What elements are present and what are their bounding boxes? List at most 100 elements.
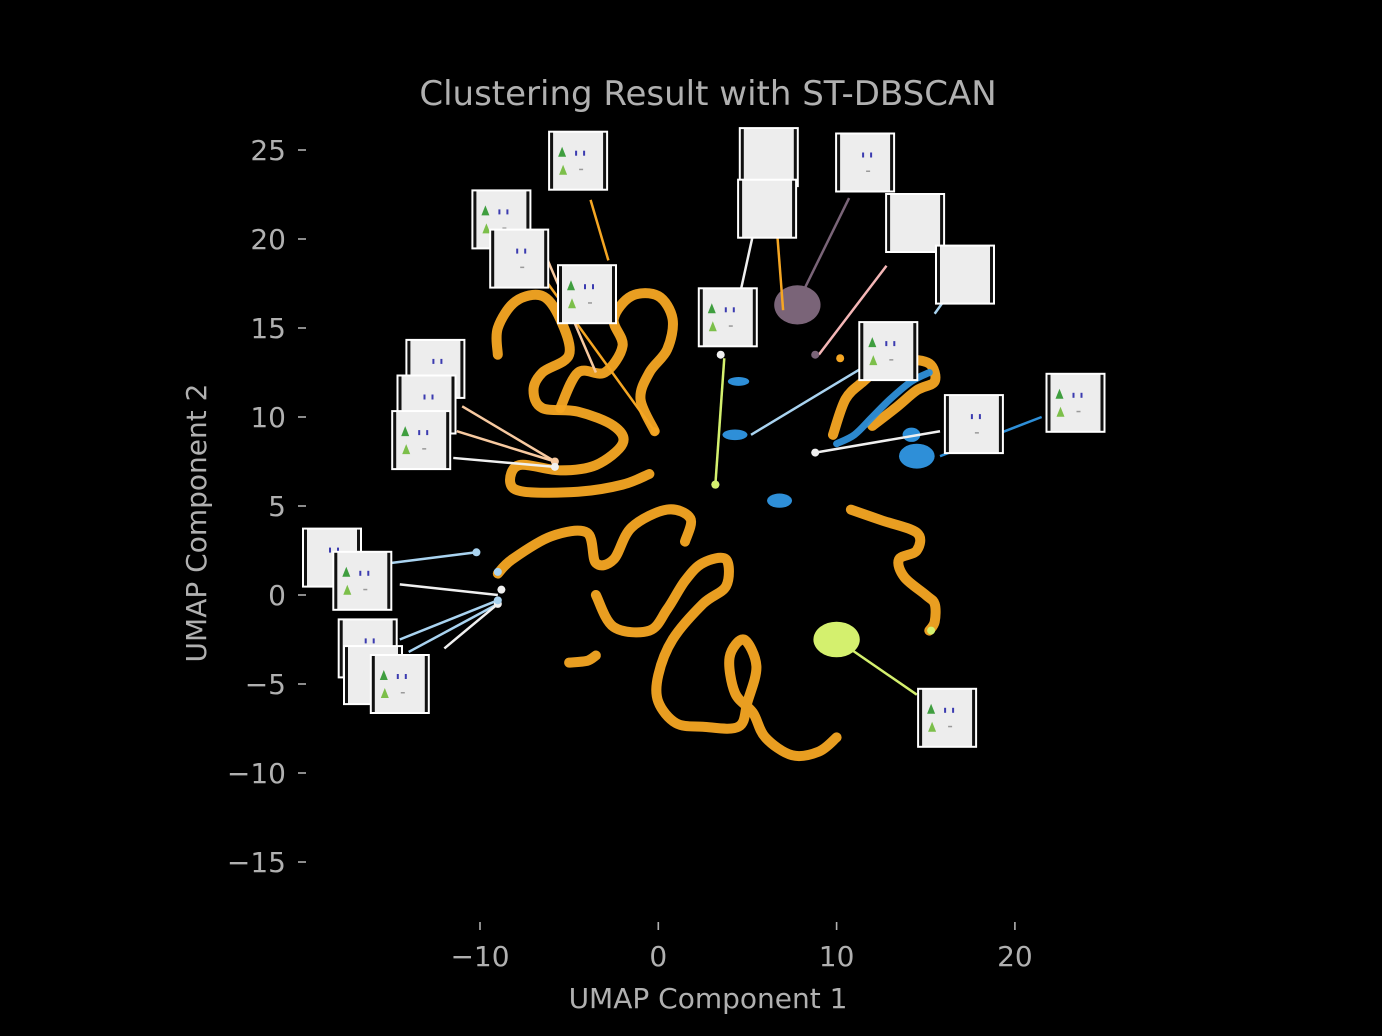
trees-cars-icon: [558, 146, 586, 175]
car-icon: [506, 209, 509, 215]
thumbnail-9: [737, 178, 798, 239]
car-icon: [423, 394, 426, 400]
trajectory-orange-4: [564, 650, 601, 668]
car-icon: [885, 341, 888, 347]
car-icon: [732, 307, 735, 313]
tree-icon: [567, 280, 575, 291]
blob-blue-4: [722, 429, 748, 441]
thumbnail-left-border: [339, 620, 343, 677]
car-icon: [329, 547, 331, 553]
point-lime-14: [927, 626, 936, 635]
tree-icon: [869, 355, 878, 366]
blob-blue-1: [899, 443, 935, 469]
thumbnail-left-border: [739, 180, 743, 237]
road-mark-icon: [974, 432, 979, 434]
thumbnail-left-border: [937, 246, 940, 303]
thumbnail-14: [943, 394, 1004, 455]
car-icon: [978, 414, 981, 420]
car-icon: [584, 284, 586, 290]
y-tick-label: 0: [268, 579, 286, 612]
thumbnail-right-border: [544, 230, 548, 287]
car-icon: [432, 358, 435, 364]
trees-cars-icon: [1055, 388, 1083, 417]
road-mark-icon: [400, 692, 405, 694]
trees-cars-icon: [707, 303, 735, 332]
road-mark-icon: [866, 170, 871, 172]
thumbnail-frame: [697, 287, 758, 348]
thumbnail-frame: [737, 178, 798, 239]
trajectory-orange-3: [590, 552, 842, 762]
tree-icon: [481, 205, 490, 216]
y-tick-label: −5: [245, 668, 286, 701]
trees-cars-icon: [927, 703, 955, 732]
annotation-line-12: [739, 235, 755, 293]
car-icon: [862, 152, 865, 158]
tree-icon: [568, 298, 576, 309]
thumbnail-left-border: [887, 195, 891, 251]
x-tick-label: 20: [997, 940, 1033, 973]
point-lightblue-6: [493, 596, 502, 605]
annotation-line-4: [443, 602, 499, 650]
thumbnail-left-border: [550, 132, 554, 189]
frame-thumbnails: [302, 127, 1106, 748]
thumbnail-20: [369, 654, 430, 714]
road-mark-icon: [363, 588, 368, 591]
annotation-line-0: [390, 551, 477, 565]
thumbnail-right-border: [424, 656, 428, 712]
thumbnail-frame: [1045, 372, 1106, 433]
thumbnail-left-border: [398, 376, 402, 433]
point-lightblue-3: [493, 567, 502, 576]
tree-icon: [927, 703, 936, 714]
thumbnail-right-border: [890, 134, 894, 191]
car-icon: [1072, 392, 1075, 398]
car-icon: [337, 547, 339, 553]
annotation-line-9: [589, 199, 610, 261]
thumbnail-frame: [835, 132, 896, 193]
annotation-line-6: [456, 430, 556, 463]
car-icon: [431, 394, 434, 400]
road-mark-icon: [520, 266, 525, 269]
road-mark-icon: [422, 448, 427, 450]
x-tick-label: 10: [819, 940, 855, 973]
annotation-line-7: [453, 456, 555, 469]
thumbnail-frame: [557, 264, 617, 325]
y-tick-label: 25: [250, 134, 286, 167]
road-mark-icon: [889, 359, 894, 361]
annotation-line-5: [461, 405, 556, 463]
thumbnail-frame: [548, 130, 609, 191]
point-white-13: [550, 462, 559, 471]
thumbnail-right-border: [612, 266, 615, 323]
thumbnail-left-border: [945, 396, 949, 453]
car-icon: [575, 150, 578, 156]
thumbnail-frame: [858, 321, 919, 382]
road-mark-icon: [502, 227, 507, 229]
x-axis-label: UMAP Component 1: [569, 982, 848, 1015]
thumbnail-left-border: [393, 412, 397, 469]
thumbnail-6: [391, 410, 452, 471]
car-icon: [893, 341, 896, 347]
car-icon: [592, 284, 594, 290]
trees-cars-icon: [401, 426, 429, 455]
thumbnail-left-border: [304, 529, 307, 586]
annotation-lines: [390, 194, 1043, 696]
thumbnail-left-border: [371, 656, 375, 712]
x-tick-label: −10: [450, 940, 509, 973]
y-tick-label: 5: [268, 490, 286, 523]
road-mark-icon: [728, 325, 733, 327]
blob-mauve-0: [774, 285, 821, 325]
thumbnail-right-border: [990, 246, 993, 303]
thumbnail-left-border: [473, 191, 477, 248]
thumbnail-0: [548, 130, 609, 191]
thumbnail-10: [835, 132, 896, 193]
car-icon: [970, 414, 973, 420]
car-icon: [372, 638, 375, 644]
thumbnail-frame: [391, 410, 452, 471]
thumbnail-21: [917, 687, 978, 748]
car-icon: [944, 707, 947, 713]
thumbnail-left-border: [491, 230, 495, 287]
tree-icon: [379, 670, 388, 680]
tree-icon: [707, 303, 716, 314]
cluster-trajectories: [491, 288, 941, 762]
cars-icon: [970, 414, 981, 434]
